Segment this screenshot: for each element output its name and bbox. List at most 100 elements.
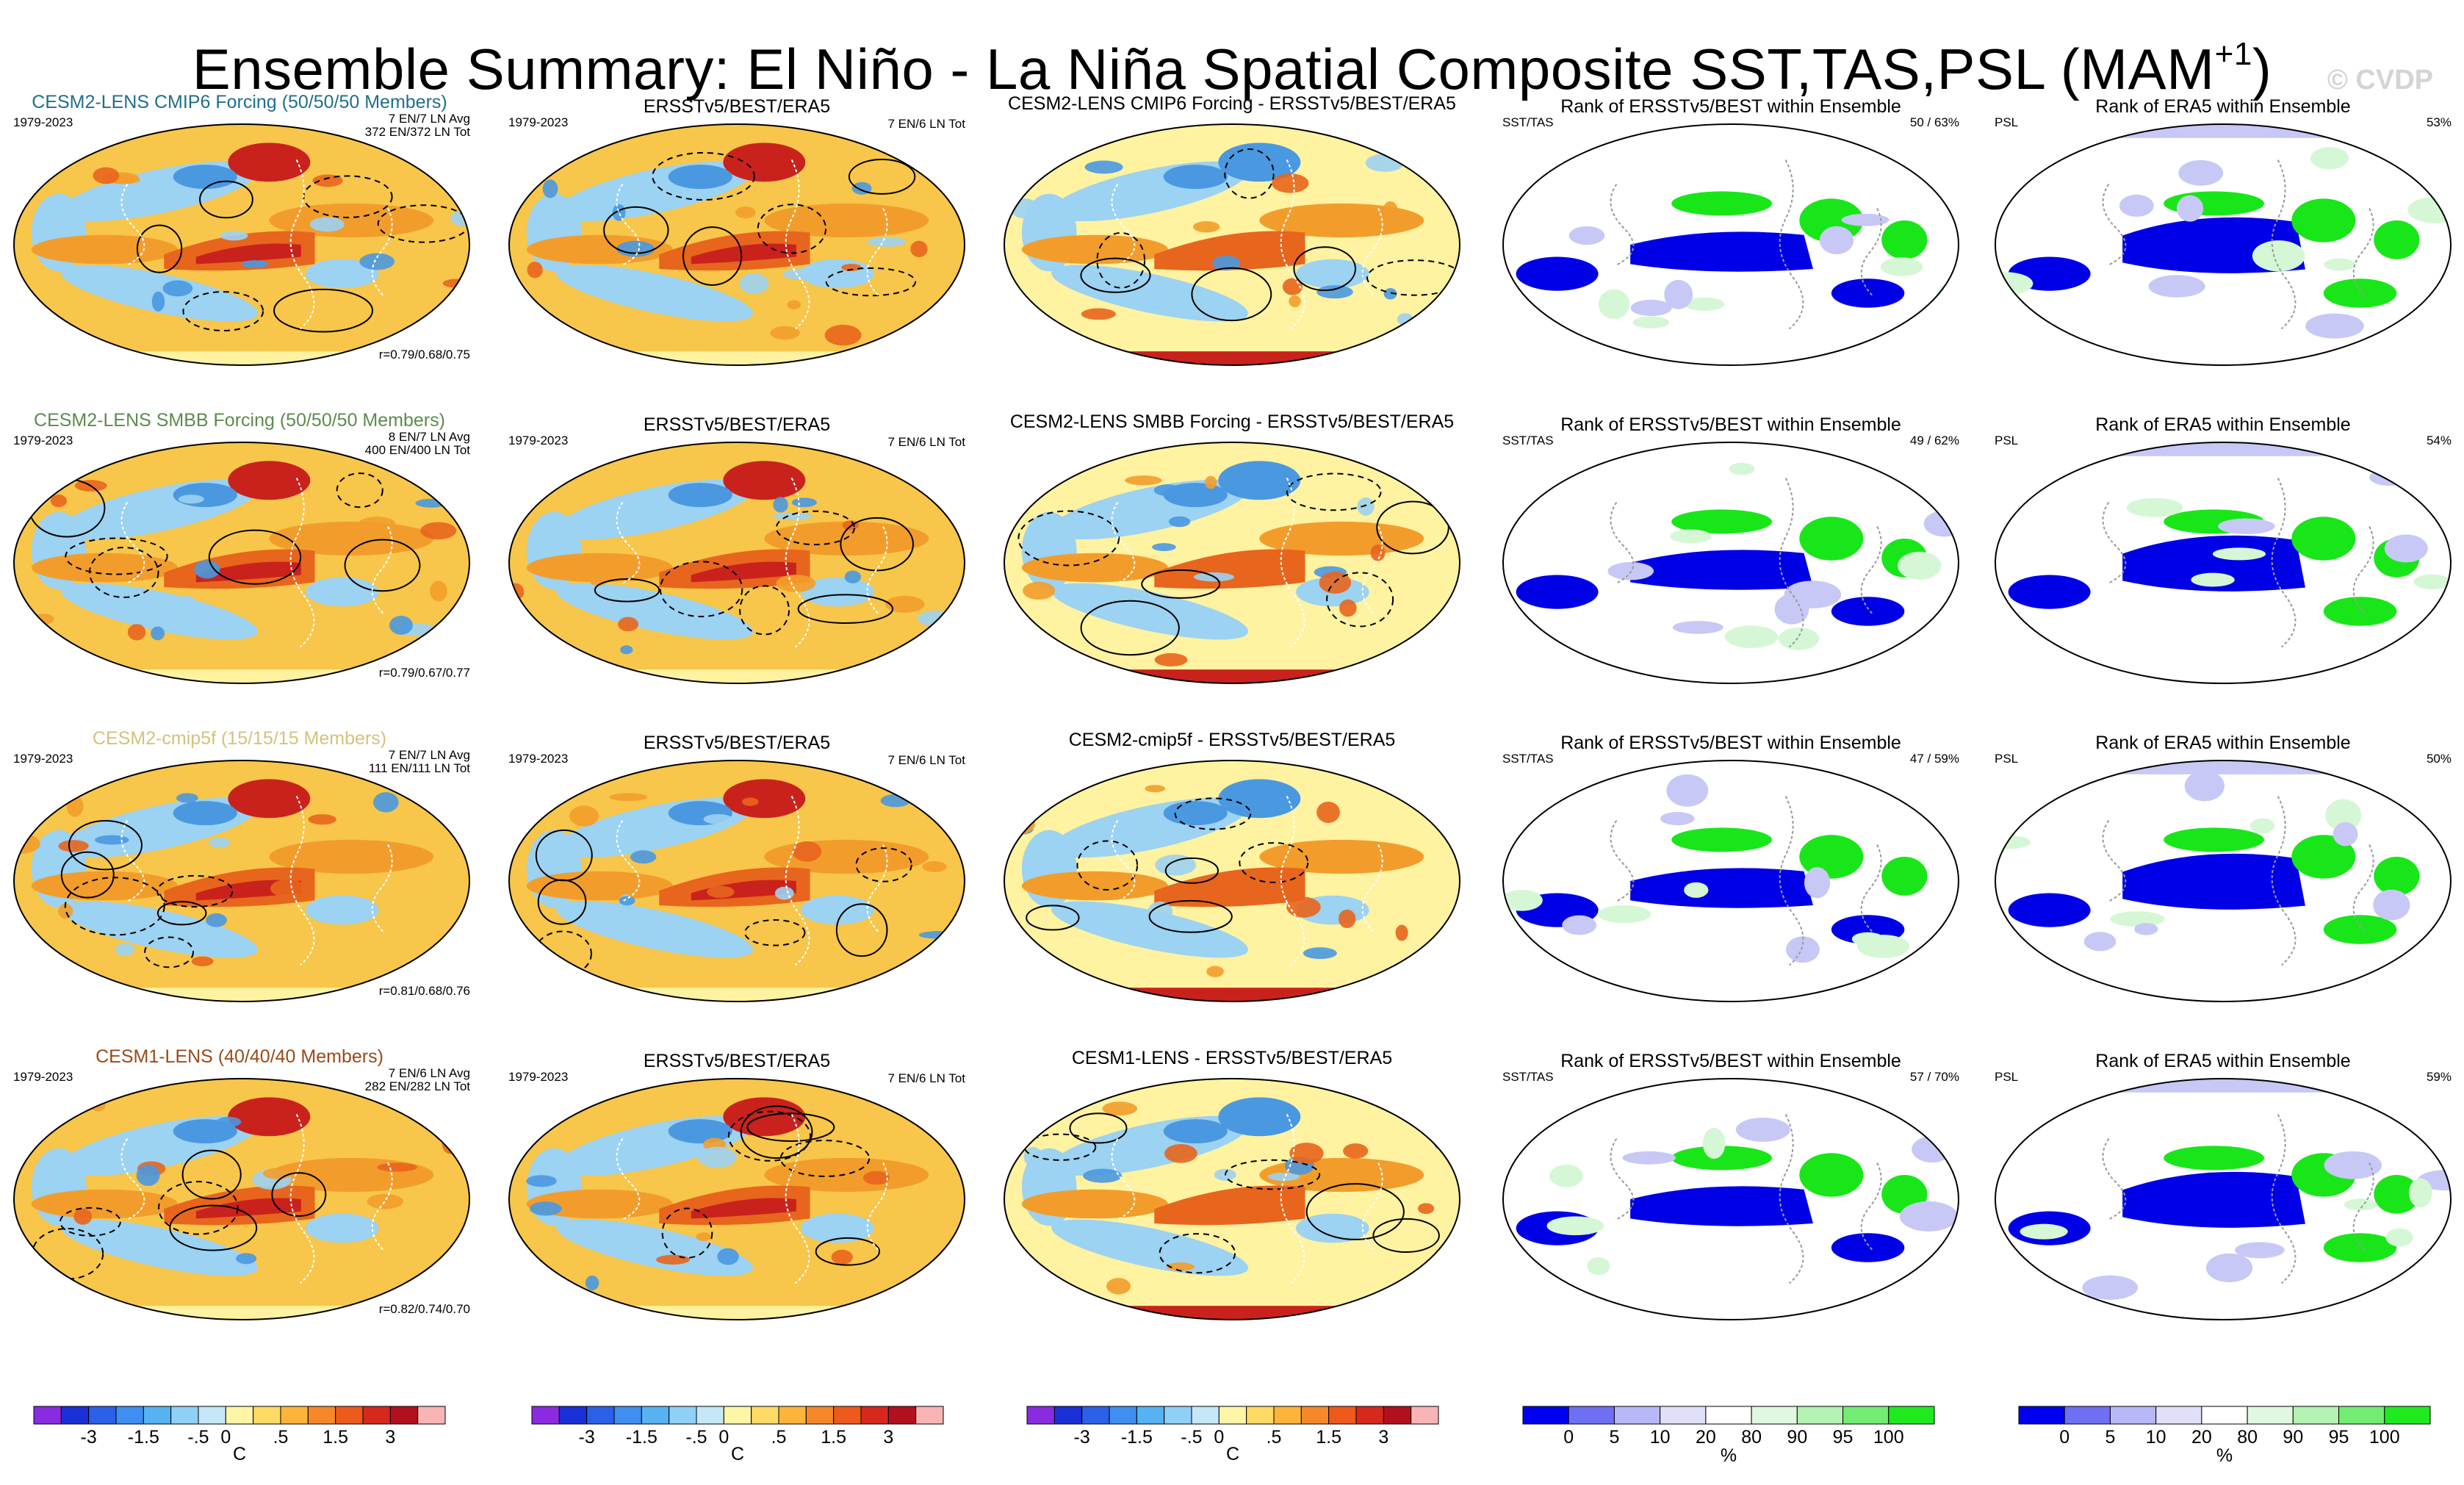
period-label: 1979-2023 (508, 1070, 569, 1084)
colorbar-swatch (143, 1406, 172, 1425)
rank-psl-label: PSL (1995, 1070, 2019, 1084)
colorbar-swatch (669, 1406, 697, 1425)
colorbar-swatch (2338, 1406, 2385, 1425)
colorbar-tick-label: 1.5 (323, 1427, 349, 1448)
rank-sst-title: Rank of ERSSTv5/BEST within Ensemble (1560, 1051, 1901, 1071)
rank-colorbar (1522, 1406, 1935, 1425)
total-count: 400 EN/400 LN Tot (364, 443, 470, 457)
colorbar-swatch (1081, 1406, 1110, 1425)
colorbar-swatch (1383, 1406, 1412, 1425)
colorbar-swatch (280, 1406, 309, 1425)
colorbar-tick-label: .5 (771, 1427, 787, 1448)
model-panel-title: CESM2-cmip5f (15/15/15 Members) (92, 728, 387, 749)
title-close: ) (2252, 37, 2272, 101)
rank-sst-label: SST/TAS (1502, 434, 1554, 447)
rank-psl-percent: 59% (2426, 1070, 2452, 1084)
temperature-colorbar (531, 1406, 944, 1425)
obs-count: 7 EN/6 LN Tot (887, 753, 965, 767)
rank-psl-label: PSL (1995, 115, 2019, 129)
pattern-correlation: r=0.81/0.68/0.76 (378, 984, 470, 998)
colorbar-tick-label: -.5 (685, 1427, 707, 1448)
colorbar-swatch (860, 1406, 889, 1425)
rank-sst-label: SST/TAS (1502, 752, 1554, 766)
difference-panel-title: CESM1-LENS - ERSSTv5/BEST/ERA5 (1071, 1048, 1393, 1068)
colorbar-swatch (1796, 1406, 1844, 1425)
avg-count: 7 EN/6 LN Avg (388, 1066, 470, 1080)
model-panel-title: CESM2-LENS SMBB Forcing (50/50/50 Member… (34, 410, 445, 431)
period-label: 1979-2023 (13, 752, 73, 766)
colorbar-swatch (2155, 1406, 2202, 1425)
obs-composite-map (508, 1078, 965, 1320)
rank-psl-title: Rank of ERA5 within Ensemble (2095, 96, 2351, 117)
colorbar-swatch (115, 1406, 144, 1425)
colorbar-swatch (613, 1406, 642, 1425)
colorbar-tick-label: 0 (220, 1427, 231, 1448)
colorbar-tick-label: .5 (1266, 1427, 1282, 1448)
colorbar-tick-label: 10 (2145, 1427, 2166, 1448)
rank-sst-title: Rank of ERSSTv5/BEST within Ensemble (1560, 414, 1901, 435)
period-label: 1979-2023 (13, 434, 73, 447)
total-count: 372 EN/372 LN Tot (364, 125, 470, 139)
colorbar-swatch (1191, 1406, 1220, 1425)
colorbar-swatch (778, 1406, 807, 1425)
colorbar-swatch (307, 1406, 336, 1425)
total-count: 111 EN/111 LN Tot (368, 761, 470, 775)
colorbar-swatch (833, 1406, 862, 1425)
rank-sst-map (1502, 760, 1959, 1002)
rank-psl-map (1995, 1078, 2452, 1320)
colorbar-swatch (1888, 1406, 1935, 1425)
colorbar-tick-label: 1.5 (1316, 1427, 1342, 1448)
colorbar-swatch (805, 1406, 835, 1425)
colorbar-swatch (33, 1406, 62, 1425)
rank-sst-map (1502, 123, 1959, 366)
colorbar-swatch (1613, 1406, 1661, 1425)
colorbar-tick-label: 80 (2237, 1427, 2258, 1448)
avg-count: 7 EN/7 LN Avg (388, 112, 470, 126)
colorbar-swatch (1218, 1406, 1247, 1425)
colorbar-swatch (1246, 1406, 1275, 1425)
colorbar-swatch (1411, 1406, 1439, 1425)
obs-panel-title: ERSSTv5/BEST/ERA5 (643, 96, 831, 117)
rank-sst-percent: 50 / 63% (1909, 115, 1959, 129)
rank-sst-map (1502, 442, 1959, 684)
colorbar-tick-label: -1.5 (625, 1427, 658, 1448)
colorbar-unit: % (1720, 1445, 1737, 1466)
colorbar-swatch (60, 1406, 90, 1425)
colorbar-swatch (641, 1406, 670, 1425)
colorbar-swatch (1355, 1406, 1384, 1425)
colorbar-swatch (2018, 1406, 2065, 1425)
difference-map (1004, 442, 1460, 684)
colorbar-swatch (751, 1406, 779, 1425)
period-label: 1979-2023 (508, 752, 569, 766)
colorbar-tick-label: 5 (1609, 1427, 1620, 1448)
colorbar-tick-label: 90 (1787, 1427, 1808, 1448)
model-composite-map (13, 760, 470, 1002)
colorbar-swatch (2064, 1406, 2111, 1425)
colorbar-tick-label: -3 (80, 1427, 97, 1448)
colorbar-tick-label: 0 (1214, 1427, 1225, 1448)
difference-map (1004, 123, 1460, 366)
model-panel-title: CESM2-LENS CMIP6 Forcing (50/50/50 Membe… (32, 92, 447, 112)
colorbar-tick-label: 95 (2328, 1427, 2349, 1448)
colorbar-swatch (253, 1406, 281, 1425)
colorbar-swatch (88, 1406, 117, 1425)
total-count: 282 EN/282 LN Tot (364, 1079, 470, 1093)
obs-composite-map (508, 760, 965, 1002)
model-composite-map (13, 1078, 470, 1320)
cvdp-credit: © CVDP (2327, 65, 2433, 96)
colorbar-swatch (1053, 1406, 1083, 1425)
difference-map (1004, 760, 1460, 1002)
colorbar-swatch (2384, 1406, 2431, 1425)
difference-map (1004, 1078, 1460, 1320)
rank-sst-percent: 49 / 62% (1909, 434, 1959, 447)
colorbar-swatch (417, 1406, 446, 1425)
colorbar-swatch (1522, 1406, 1569, 1425)
colorbar-swatch (915, 1406, 944, 1425)
colorbar-swatch (586, 1406, 615, 1425)
rank-psl-label: PSL (1995, 434, 2019, 447)
colorbar-tick-label: -.5 (187, 1427, 209, 1448)
rank-psl-title: Rank of ERA5 within Ensemble (2095, 1051, 2351, 1071)
colorbar-swatch (335, 1406, 364, 1425)
rank-psl-map (1995, 123, 2452, 366)
rank-sst-label: SST/TAS (1502, 115, 1554, 129)
